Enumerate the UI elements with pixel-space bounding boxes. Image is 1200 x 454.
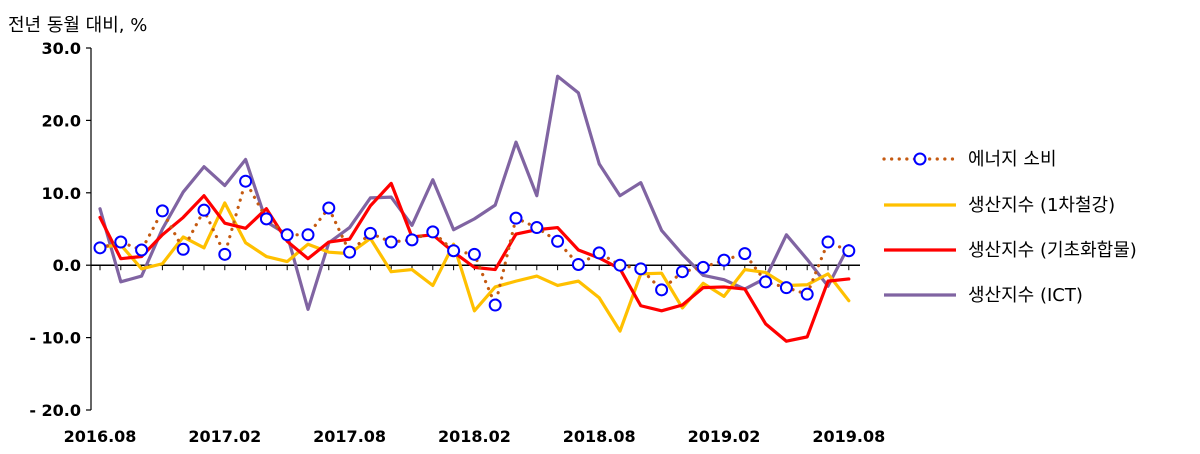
data-point [592,246,606,260]
data-point [259,212,273,226]
y-tick-label: - 10.0 [29,329,81,348]
x-tick-label: 2017.02 [188,427,261,446]
x-tick-label: 2016.08 [64,427,137,446]
data-point [509,211,523,225]
series-0 [93,174,856,312]
data-point [176,242,190,256]
data-point [655,283,669,297]
legend-item-2: 생산지수 (기초화합물) [884,240,1137,261]
data-point [343,245,357,259]
x-tick-label: 2018.08 [563,427,636,446]
legend-marker [913,152,927,166]
series-1 [98,201,851,333]
data-point [800,287,814,301]
data-point [322,201,336,215]
data-point [301,228,315,242]
series-3 [98,74,851,311]
x-tick-label: 2017.08 [313,427,386,446]
data-point [467,247,481,261]
x-tick-label: 2019.08 [812,427,885,446]
data-point [197,203,211,217]
y-tick-label: 30.0 [42,39,81,58]
data-point [779,281,793,295]
series-line [98,74,851,311]
data-point [488,298,502,312]
data-point [405,233,419,247]
series-layer [93,74,856,343]
data-point [155,204,169,218]
y-axis-unit-label: 전년 동월 대비, % [8,15,148,36]
data-point [93,241,107,255]
legend-label: 생산지수 (기초화합물) [968,240,1137,261]
data-point [696,260,710,274]
data-point [842,244,856,258]
y-tick-label: - 20.0 [29,401,81,420]
series-line [98,181,851,343]
x-tick-label: 2018.02 [438,427,511,446]
data-point [280,228,294,242]
legend-label: 생산지수 (1차철강) [968,195,1115,216]
y-tick-label: 20.0 [42,111,81,130]
legend-item-1: 생산지수 (1차철강) [884,195,1115,216]
x-tick-label: 2019.02 [688,427,761,446]
data-point [717,253,731,267]
series-2 [98,181,851,343]
data-point [759,275,773,289]
data-point [551,234,565,248]
data-point [530,221,544,235]
data-point [239,174,253,188]
data-point [447,244,461,258]
legend-label: 생산지수 (ICT) [968,285,1083,306]
data-point [821,235,835,249]
data-point [738,247,752,261]
data-point [363,226,377,240]
data-point [675,265,689,279]
data-point [384,235,398,249]
data-point [114,235,128,249]
data-point [218,247,232,261]
y-tick-label: 0.0 [53,256,81,275]
legend-item-0: 에너지 소비 [882,149,1057,170]
y-tick-label: 10.0 [42,184,81,203]
legend-item-3: 생산지수 (ICT) [884,285,1083,306]
legend-label: 에너지 소비 [968,149,1057,170]
data-point [613,258,627,272]
data-point [634,262,648,276]
series-line [98,201,851,333]
data-point [426,225,440,239]
chart-axes: 30.0 20.0 10.0 0.0 - 10.0 - 20.0 2016.08 2017.0… [29,39,885,446]
data-point [135,243,149,257]
data-point [571,257,585,271]
